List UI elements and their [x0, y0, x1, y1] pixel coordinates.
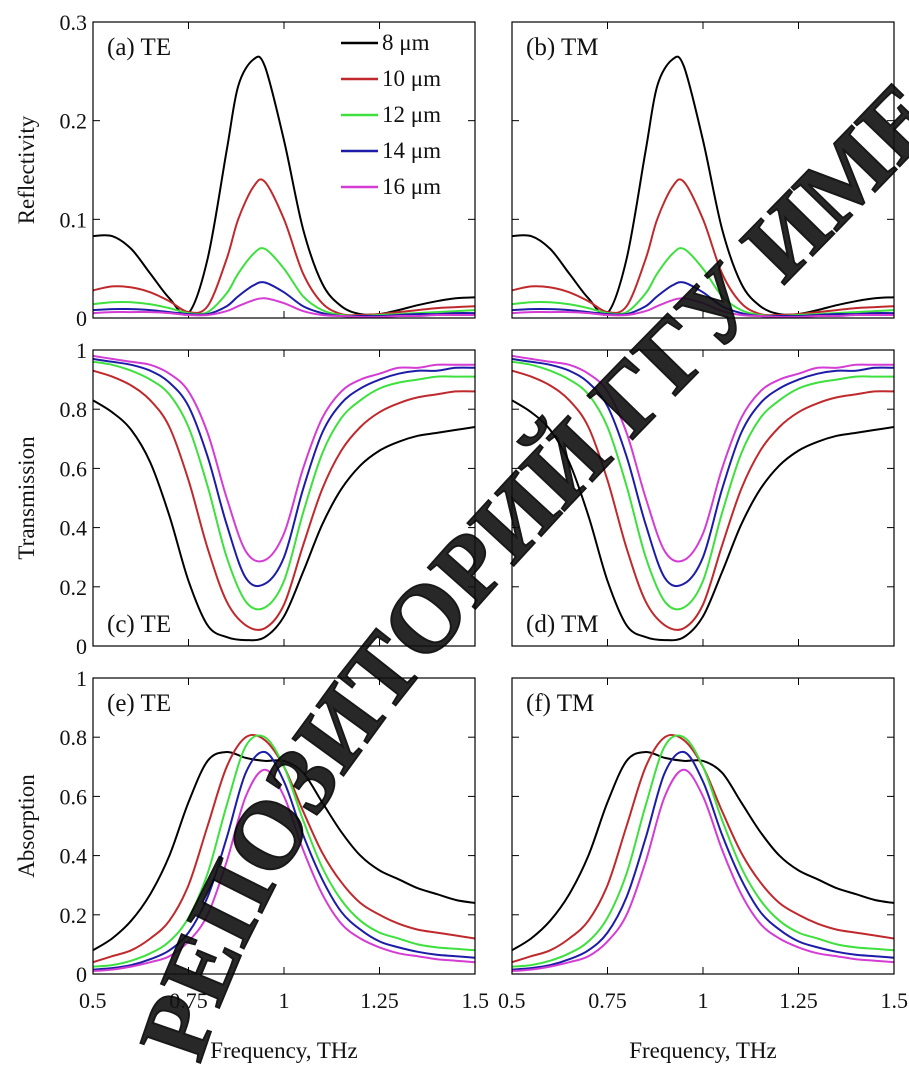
y-axis-label: Transmission — [14, 436, 39, 560]
y-tick-label: 0.6 — [60, 784, 88, 809]
panel-frame — [511, 21, 895, 319]
panel-label: (a) TE — [107, 34, 171, 61]
y-tick-label: 0.4 — [60, 844, 88, 869]
y-tick-label: 1 — [76, 338, 87, 363]
y-tick-label: 0.2 — [60, 903, 88, 928]
x-tick-label: 0.5 — [498, 988, 526, 1013]
series-line-1 — [512, 750, 894, 952]
panel-frame — [511, 349, 895, 647]
series-line-4 — [93, 281, 475, 318]
legend: 8 μm 10 μm 12 μm 14 μm 16 μm — [341, 30, 441, 199]
y-tick-label: 0 — [76, 634, 87, 659]
series-line-4 — [93, 357, 475, 588]
series-line-5 — [512, 297, 894, 318]
series-line-5 — [512, 354, 894, 563]
series-group — [93, 354, 475, 642]
series-line-3 — [93, 734, 475, 968]
panel-a: (a) TE 0 0.1 0.2 0.3 Reflectivity 8 μm 10 μm 12 … — [14, 10, 476, 331]
series-group — [93, 733, 475, 972]
series-line-3 — [93, 360, 475, 611]
series-line-5 — [93, 354, 475, 563]
series-line-5 — [512, 768, 894, 972]
series-group — [512, 354, 894, 642]
series-line-5 — [93, 297, 475, 318]
legend-label: 8 μm — [382, 30, 430, 55]
legend-label: 12 μm — [382, 102, 441, 127]
y-tick-label: 0.6 — [60, 456, 88, 481]
series-line-3 — [512, 734, 894, 968]
panel-label: (f) TM — [526, 690, 594, 717]
series-group — [93, 55, 475, 318]
panel-frame — [92, 21, 476, 319]
x-tick-label: 1.25 — [360, 988, 399, 1013]
y-tick-label: 0 — [76, 962, 87, 987]
y-tick-label: 0.2 — [60, 575, 88, 600]
x-tick-label: 1.25 — [779, 988, 818, 1013]
series-group — [512, 733, 894, 972]
series-line-1 — [512, 399, 894, 642]
y-tick-label: 0 — [76, 306, 87, 331]
panel-label: (c) TE — [107, 611, 171, 638]
panel-frame — [511, 677, 895, 975]
series-line-1 — [93, 55, 475, 316]
y-tick-label: 0.4 — [60, 516, 88, 541]
y-tick-label: 0.3 — [60, 10, 88, 35]
series-line-2 — [93, 178, 475, 317]
y-axis-label: Absorption — [14, 774, 39, 878]
panel-frame — [92, 349, 476, 647]
series-line-1 — [512, 55, 894, 316]
legend-label: 10 μm — [382, 66, 441, 91]
legend-label: 14 μm — [382, 138, 441, 163]
panel-f: (f) TM 0.5 0.75 1 1.25 1.5 Frequency, THz — [498, 677, 909, 1063]
series-line-4 — [93, 750, 475, 971]
series-line-2 — [93, 369, 475, 631]
panel-label: (e) TE — [107, 690, 171, 717]
x-tick-label: 1 — [698, 988, 709, 1013]
x-tick-label: 0.75 — [588, 988, 627, 1013]
series-line-4 — [512, 281, 894, 318]
series-line-2 — [512, 178, 894, 317]
x-tick-label: 0.5 — [79, 988, 107, 1013]
series-line-4 — [512, 357, 894, 588]
x-tick-label: 1.5 — [881, 988, 909, 1013]
series-line-2 — [512, 369, 894, 631]
x-tick-label: 1.5 — [462, 988, 490, 1013]
y-tick-label: 0.1 — [60, 207, 88, 232]
x-tick-label: 1 — [279, 988, 290, 1013]
series-line-1 — [93, 750, 475, 952]
series-line-5 — [93, 768, 475, 972]
series-line-3 — [512, 360, 894, 611]
x-tick-label: 0.75 — [169, 988, 208, 1013]
legend-label: 16 μm — [382, 174, 441, 199]
y-tick-label: 0.2 — [60, 109, 88, 134]
panel-label: (d) TM — [526, 611, 598, 638]
panel-c: (c) TE 0 0.2 0.4 0.6 0.8 1 Transmission — [14, 338, 476, 659]
series-group — [512, 55, 894, 318]
y-axis-label: Reflectivity — [14, 115, 39, 224]
panel-frame — [92, 677, 476, 975]
panel-label: (b) TM — [526, 34, 598, 61]
series-line-1 — [93, 399, 475, 642]
y-tick-label: 0.8 — [60, 725, 88, 750]
y-tick-label: 1 — [76, 666, 87, 691]
panel-b: (b) TM — [511, 21, 895, 319]
x-axis-label: Frequency, THz — [210, 1038, 358, 1063]
panel-e: (e) TE 0 0.2 0.4 0.6 0.8 1 0.5 0.75 1 1.25 1.5 Absor… — [14, 666, 489, 1063]
x-axis-label: Frequency, THz — [629, 1038, 777, 1063]
panel-d: (d) TM — [511, 349, 895, 647]
y-tick-label: 0.8 — [60, 397, 88, 422]
series-line-4 — [512, 750, 894, 971]
